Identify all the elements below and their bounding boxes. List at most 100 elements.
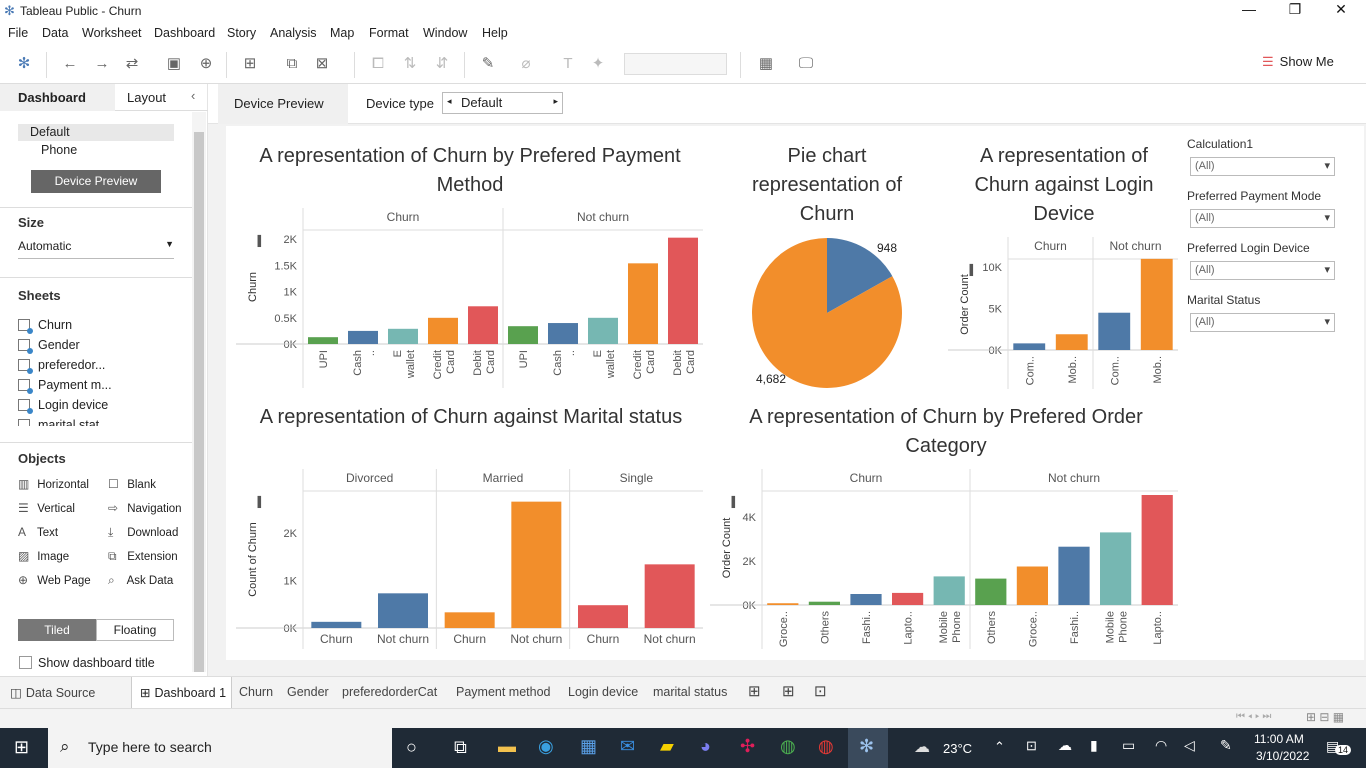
- object-navigation[interactable]: ⇨ Navigation: [108, 501, 182, 515]
- sheet-item[interactable]: Churn: [18, 318, 72, 334]
- weather-icon[interactable]: ☁: [914, 739, 930, 756]
- next-arrow-icon[interactable]: ▸: [553, 96, 558, 106]
- tab-gender[interactable]: Gender: [287, 685, 329, 699]
- new-worksheet-icon[interactable]: ⊞: [243, 55, 257, 72]
- chrome-profile-icon[interactable]: ◍: [818, 736, 834, 756]
- tab-login-device[interactable]: Login device: [568, 685, 639, 699]
- minimize-icon[interactable]: —: [1242, 1, 1256, 17]
- fit-dropdown[interactable]: [624, 53, 727, 75]
- device-type-select[interactable]: ◂ Default ▸: [442, 92, 563, 114]
- object-extension[interactable]: ⧉ Extension: [108, 549, 178, 564]
- present-icon[interactable]: 🖵: [798, 55, 814, 72]
- store-icon[interactable]: ▦: [580, 736, 598, 756]
- task-view-icon[interactable]: ⧉: [454, 737, 467, 757]
- tab-preferedordercat[interactable]: preferedorderCat: [342, 685, 438, 699]
- sort-asc-icon[interactable]: ⇅: [403, 55, 417, 72]
- meet-now-icon[interactable]: ⊡: [1026, 738, 1037, 753]
- pin-icon[interactable]: ✦: [591, 55, 605, 72]
- tab-payment-method[interactable]: Payment method: [456, 685, 551, 699]
- filter-dropdown[interactable]: (All): [1190, 209, 1335, 228]
- pen-icon[interactable]: ✎: [1220, 737, 1232, 753]
- device-phone[interactable]: Phone: [41, 143, 78, 157]
- tab-layout[interactable]: Layout ‹: [115, 84, 208, 111]
- device-default[interactable]: Default: [18, 124, 174, 141]
- presentation-mode-icon[interactable]: ▦: [758, 55, 774, 72]
- filter-dropdown[interactable]: (All): [1190, 157, 1335, 176]
- group-icon[interactable]: ⧠: [371, 55, 384, 72]
- device-preview-button[interactable]: Device Preview: [31, 170, 161, 193]
- show-title-checkbox[interactable]: [19, 656, 32, 669]
- file-explorer-icon[interactable]: ▬: [498, 736, 516, 756]
- collapse-icon[interactable]: ‹: [191, 88, 196, 103]
- menu-map[interactable]: Map: [330, 26, 355, 40]
- left-pane-scrollbar[interactable]: [192, 112, 206, 672]
- menu-analysis[interactable]: Analysis: [270, 26, 317, 40]
- tab-dashboard[interactable]: Dashboard: [0, 84, 115, 111]
- attach-icon[interactable]: ⌀: [521, 55, 531, 72]
- onedrive-icon[interactable]: ☁: [1058, 737, 1072, 753]
- object-text[interactable]: A Text: [18, 525, 58, 539]
- floating-toggle[interactable]: Floating: [96, 619, 174, 641]
- highlight-icon[interactable]: ✎: [481, 55, 495, 72]
- battery-icon[interactable]: ▭: [1122, 737, 1136, 753]
- device-preview-tab[interactable]: Device Preview: [218, 84, 348, 124]
- taskbar-search-box[interactable]: ⌕ Type here to search: [48, 728, 392, 768]
- object-horizontal[interactable]: ▥ Horizontal: [18, 477, 89, 491]
- show-me-button[interactable]: ☰ Show Me: [1262, 54, 1334, 70]
- filter-dropdown[interactable]: (All): [1190, 261, 1335, 280]
- sticky-notes-icon[interactable]: ▰: [660, 736, 674, 756]
- menu-data[interactable]: Data: [42, 26, 69, 40]
- sheet-navigation-icon[interactable]: ⏮ ◂ ▸ ⏭: [1236, 711, 1272, 722]
- object-image[interactable]: ▨ Image: [18, 549, 69, 563]
- object-download[interactable]: ⤓ Download: [108, 525, 178, 540]
- swap-icon[interactable]: ⇄: [125, 55, 139, 72]
- restore-icon[interactable]: ❐: [1288, 1, 1302, 17]
- sort-desc-icon[interactable]: ⇵: [435, 55, 449, 72]
- label-icon[interactable]: T: [563, 55, 573, 72]
- redo-icon[interactable]: →: [94, 55, 110, 72]
- menu-format[interactable]: Format: [369, 26, 409, 40]
- object-vertical[interactable]: ☰ Vertical: [18, 501, 75, 515]
- windows-start-icon[interactable]: ⊞: [14, 737, 30, 757]
- menu-file[interactable]: File: [8, 26, 29, 40]
- view-grid-icon[interactable]: ⊞ ⊟ ▦: [1306, 710, 1345, 724]
- sheet-item[interactable]: marital stat: [18, 418, 99, 426]
- tab-churn[interactable]: Churn: [239, 685, 274, 699]
- save-icon[interactable]: ▣: [166, 55, 182, 72]
- menu-window[interactable]: Window: [423, 26, 468, 40]
- undo-icon[interactable]: ←: [62, 55, 78, 72]
- tab-data-source[interactable]: ◫ Data Source: [10, 685, 95, 700]
- filter-dropdown[interactable]: (All): [1190, 313, 1335, 332]
- new-story-tab-icon[interactable]: ⊡: [814, 683, 827, 700]
- slack-icon[interactable]: ✣: [740, 736, 756, 756]
- tableau-icon[interactable]: ✻: [17, 55, 31, 72]
- microphone-icon[interactable]: ▮: [1090, 737, 1098, 753]
- menu-dashboard[interactable]: Dashboard: [154, 26, 216, 40]
- size-dropdown[interactable]: Automatic ▼: [18, 239, 174, 259]
- close-icon[interactable]: ✕: [1335, 1, 1347, 17]
- clear-sheet-icon[interactable]: ⊠: [315, 55, 329, 72]
- new-worksheet-tab-icon[interactable]: ⊞: [748, 683, 761, 700]
- tableau-taskbar-item[interactable]: ✻: [848, 728, 888, 768]
- edge-icon[interactable]: ◉: [538, 736, 554, 756]
- sheet-item[interactable]: preferedor...: [18, 358, 105, 374]
- sheet-item[interactable]: Login device: [18, 398, 108, 414]
- mail-icon[interactable]: ✉: [620, 736, 636, 756]
- object-web-page[interactable]: ⊕ Web Page: [18, 573, 91, 587]
- tab-dashboard-1[interactable]: ⊞ Dashboard 1: [131, 677, 232, 708]
- sheet-item[interactable]: Gender: [18, 338, 80, 354]
- menu-story[interactable]: Story: [227, 26, 257, 40]
- chrome-icon[interactable]: ◍: [780, 736, 796, 756]
- sheet-item[interactable]: Payment m...: [18, 378, 112, 394]
- volume-icon[interactable]: ◁: [1184, 737, 1195, 753]
- cortana-icon[interactable]: ○: [406, 737, 417, 757]
- menu-worksheet[interactable]: Worksheet: [82, 26, 142, 40]
- duplicate-icon[interactable]: ⧉: [286, 55, 298, 72]
- tab-marital-status[interactable]: marital status: [653, 685, 728, 699]
- new-dashboard-tab-icon[interactable]: ⊞: [782, 683, 795, 700]
- new-data-source-icon[interactable]: ⊕: [199, 55, 213, 72]
- discord-icon[interactable]: ◕: [700, 736, 711, 756]
- object-blank[interactable]: ☐ Blank: [108, 477, 156, 491]
- object-ask-data[interactable]: ⌕ Ask Data: [108, 573, 173, 588]
- wifi-icon[interactable]: ◠: [1155, 737, 1168, 753]
